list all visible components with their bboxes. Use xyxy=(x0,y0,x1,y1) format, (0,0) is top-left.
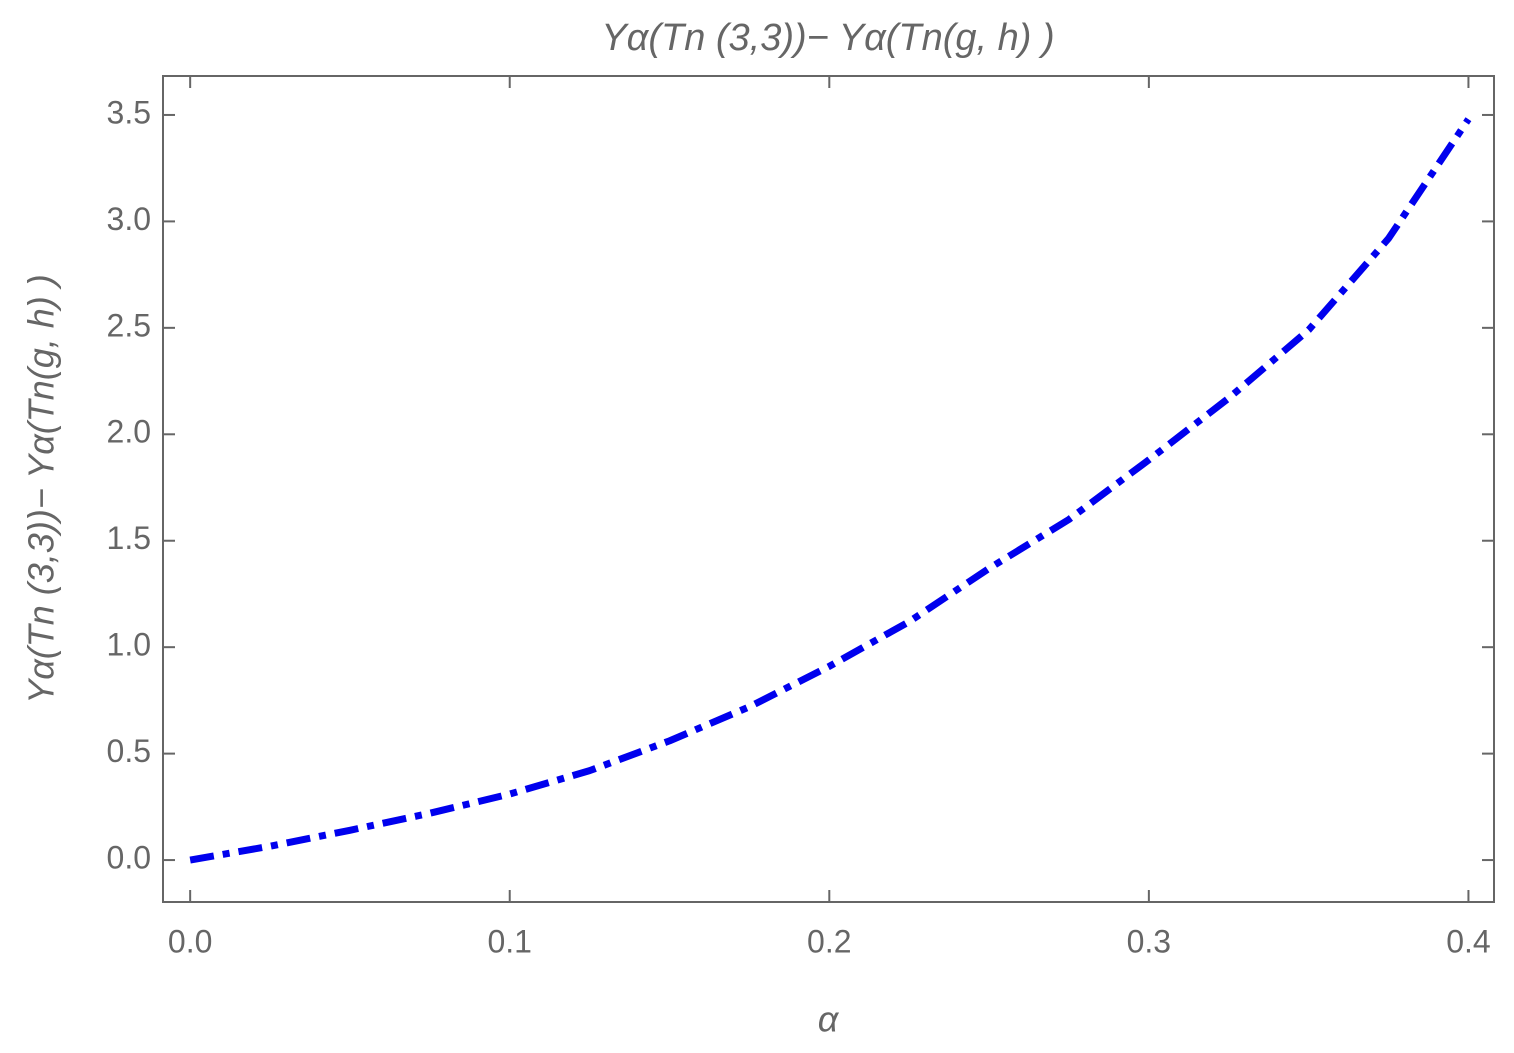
y-tick-label: 1.0 xyxy=(107,627,151,663)
y-tick-label: 1.5 xyxy=(107,520,151,556)
x-axis-label: α xyxy=(818,999,840,1040)
x-tick-label: 0.1 xyxy=(487,923,531,959)
y-tick-label: 0.5 xyxy=(107,733,151,769)
data-line xyxy=(189,117,1472,864)
y-tick-label: 3.5 xyxy=(107,94,151,130)
y-tick-label: 0.0 xyxy=(107,840,151,876)
x-tick-label: 0.4 xyxy=(1446,923,1490,959)
x-tick-label: 0.3 xyxy=(1127,923,1171,959)
y-tick-label: 2.0 xyxy=(107,414,151,450)
plot-frame xyxy=(162,75,1495,903)
x-tick-label: 0.0 xyxy=(168,923,212,959)
x-tick-label: 0.2 xyxy=(807,923,851,959)
chart-title: Yα(Tn (3,3))− Yα(Tn(g, h) ) xyxy=(601,17,1054,59)
y-tick-label: 3.0 xyxy=(107,201,151,237)
y-tick-label: 2.5 xyxy=(107,307,151,343)
y-axis-label: Yα(Tn (3,3))− Yα(Tn(g, h) ) xyxy=(21,274,62,704)
